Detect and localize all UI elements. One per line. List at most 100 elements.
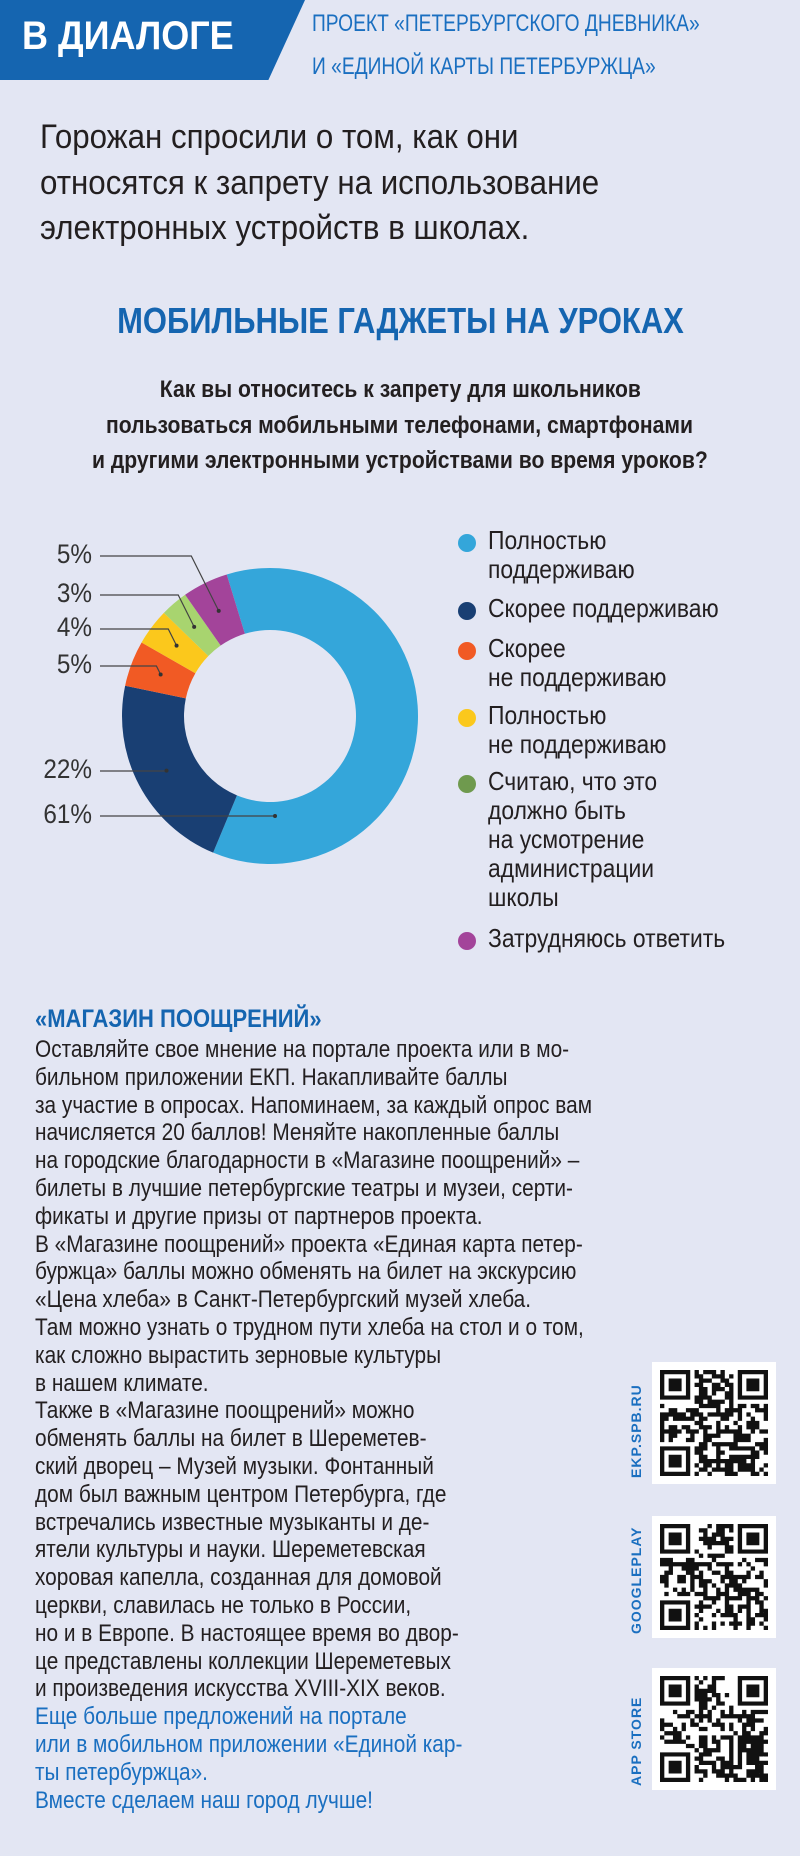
leader-dot: [273, 814, 277, 818]
article-line: как сложно вырастить зерновые культуры: [35, 1341, 442, 1369]
article-line: ятели культуры и науки. Шереметевская: [35, 1536, 426, 1564]
value-label: 5%: [56, 649, 92, 679]
intro-line: Горожан спросили о том, как они: [40, 118, 519, 156]
legend-label-line: Полностью: [488, 525, 607, 555]
leader-dot: [192, 624, 197, 629]
article-line: за участие в опросах. Напоминаем, за каж…: [35, 1091, 593, 1119]
qr-label: APP STORE: [628, 1696, 644, 1786]
value-label: 22%: [43, 754, 92, 784]
article-line: це представлены коллекции Шереметевых: [35, 1647, 451, 1675]
question-text: и другими электронными устройствами во в…: [92, 447, 708, 474]
legend-label: Скорее не поддерживаю: [488, 634, 666, 692]
question-line: пользоваться мобильными телефонами, смар…: [0, 412, 800, 440]
legend-label-line: Скорее: [488, 633, 566, 663]
article-line: встречались известные музыканты и де-: [35, 1508, 430, 1536]
article-callout-line: Еще больше предложений на портале: [35, 1703, 407, 1731]
article-line: ский дворец – Музей музыки. Фонтанный: [35, 1452, 434, 1480]
intro-line: относятся к запрету на использование: [40, 164, 600, 202]
legend-label-line: Считаю, что это: [488, 766, 658, 796]
qr-code[interactable]: [652, 1668, 776, 1790]
article-line: дом был важным центром Петербурга, где: [35, 1480, 447, 1508]
leader-dot: [164, 768, 169, 773]
chart-title: МОБИЛЬНЫЕ ГАДЖЕТЫ НА УРОКАХ: [0, 300, 800, 342]
article-line: буржца» баллы можно обменять на билет на…: [35, 1258, 577, 1286]
leader-line: [100, 665, 162, 675]
project-line-1: ПРОЕКТ «ПЕТЕРБУРГСКОГО ДНЕВНИКА»: [312, 10, 700, 37]
legend-label-line: школы: [488, 882, 559, 912]
article-line: бильном приложении ЕКП. Накапливайте бал…: [35, 1063, 508, 1091]
legend-label: Полностью не поддерживаю: [488, 701, 666, 759]
article-line: и произведения искусства XVIII-XIX веков…: [35, 1675, 446, 1703]
qr-label: GOOGLEPLAY: [628, 1526, 644, 1634]
header-badge: В ДИАЛОГЕ: [0, 0, 305, 80]
legend-label-line: Затрудняюсь ответить: [488, 923, 726, 953]
legend-label-line: не поддерживаю: [488, 729, 667, 759]
value-label: 61%: [43, 799, 92, 829]
article-line: но и в Европе. В настоящее время во двор…: [35, 1619, 459, 1647]
legend-label: Считаю, что это должно быть на усмотрение а…: [488, 767, 657, 912]
leader-line: [100, 594, 195, 628]
article-line: В «Магазине поощрений» проекта «Единая к…: [35, 1230, 583, 1258]
value-label: 5%: [56, 539, 92, 569]
qr-code[interactable]: [652, 1516, 776, 1638]
article-line: на городские благодарности в «Магазине п…: [35, 1147, 580, 1175]
chart-title-text: МОБИЛЬНЫЕ ГАДЖЕТЫ НА УРОКАХ: [116, 300, 684, 341]
leader-dot: [216, 608, 221, 613]
question-text: Как вы относитесь к запрету для школьник…: [159, 376, 641, 403]
legend-label-line: должно быть: [488, 795, 626, 825]
article-line: «Цена хлеба» в Санкт-Петербургский музей…: [35, 1286, 532, 1314]
qr-code-icon: [660, 1370, 768, 1476]
legend-dot-icon: [458, 602, 476, 620]
article-callout-line: ты петербуржца».: [35, 1758, 208, 1786]
legend-label-line: Скорее поддерживаю: [488, 593, 719, 623]
article-line: обменять баллы на билет в Шереметев-: [35, 1425, 427, 1453]
legend-label-line: на усмотрение: [488, 824, 645, 854]
article-line: билеты в лучшие петербургские театры и м…: [35, 1174, 573, 1202]
legend-dot-icon: [458, 709, 476, 727]
article-line: церкви, славилась не только в России,: [35, 1591, 412, 1619]
leader-line: [100, 555, 220, 612]
leader-line: [100, 628, 178, 646]
legend-dot-icon: [458, 932, 476, 950]
project-line-2: И «ЕДИНОЙ КАРТЫ ПЕТЕРБУРЖЦА»: [312, 53, 656, 80]
legend-label-line: не поддерживаю: [488, 662, 667, 692]
leader-dot: [174, 643, 179, 648]
intro-line: электронных устройств в школах.: [40, 209, 530, 247]
qr-code-icon: [660, 1524, 768, 1630]
donut-slice: [125, 642, 196, 699]
legend-label-line: Полностью: [488, 700, 607, 730]
leader-dot: [158, 672, 163, 677]
article-line: фикаты и другие призы от партнеров проек…: [35, 1202, 483, 1230]
article-line: в нашем климате.: [35, 1369, 209, 1397]
article-callout-line: Вместе сделаем наш город лучше!: [35, 1786, 373, 1814]
article-line: начисляется 20 баллов! Меняйте накопленн…: [35, 1119, 560, 1147]
legend-dot-icon: [458, 775, 476, 793]
qr-code[interactable]: [652, 1362, 776, 1484]
donut-slice: [185, 574, 245, 646]
article-line: Оставляйте свое мнение на портале проект…: [35, 1036, 570, 1063]
question-line: Как вы относитесь к запрету для школьник…: [0, 376, 800, 404]
article-line: Там можно узнать о трудном пути хлеба на…: [35, 1313, 584, 1341]
donut-slice: [163, 594, 221, 657]
value-label: 3%: [56, 578, 92, 608]
legend-dot-icon: [458, 642, 476, 660]
article-body: Оставляйте свое мнение на портале проект…: [35, 1036, 690, 1814]
header-badge-text: В ДИАЛОГЕ: [22, 14, 234, 58]
article-line: хоровая капелла, созданная для домовой: [35, 1564, 442, 1592]
qr-label: EKP.SPB.RU: [628, 1384, 644, 1478]
legend-label-line: администрации: [488, 853, 655, 883]
legend-label-line: поддерживаю: [488, 554, 635, 584]
question-text: пользоваться мобильными телефонами, смар…: [106, 412, 694, 439]
legend-dot-icon: [458, 534, 476, 552]
donut-slice: [121, 685, 237, 853]
section-heading: «МАГАЗИН ПООЩРЕНИЙ»: [35, 1005, 322, 1033]
qr-code-icon: [660, 1676, 768, 1782]
question-line: и другими электронными устройствами во в…: [0, 447, 800, 475]
donut-slice: [213, 568, 419, 864]
value-label: 4%: [56, 612, 92, 642]
legend-label: Полностью поддерживаю: [488, 526, 635, 584]
article-callout-line: или в мобильном приложении «Единой кар-: [35, 1730, 463, 1758]
legend-label: Затрудняюсь ответить: [488, 924, 725, 953]
article-line: Также в «Магазине поощрений» можно: [35, 1397, 415, 1425]
